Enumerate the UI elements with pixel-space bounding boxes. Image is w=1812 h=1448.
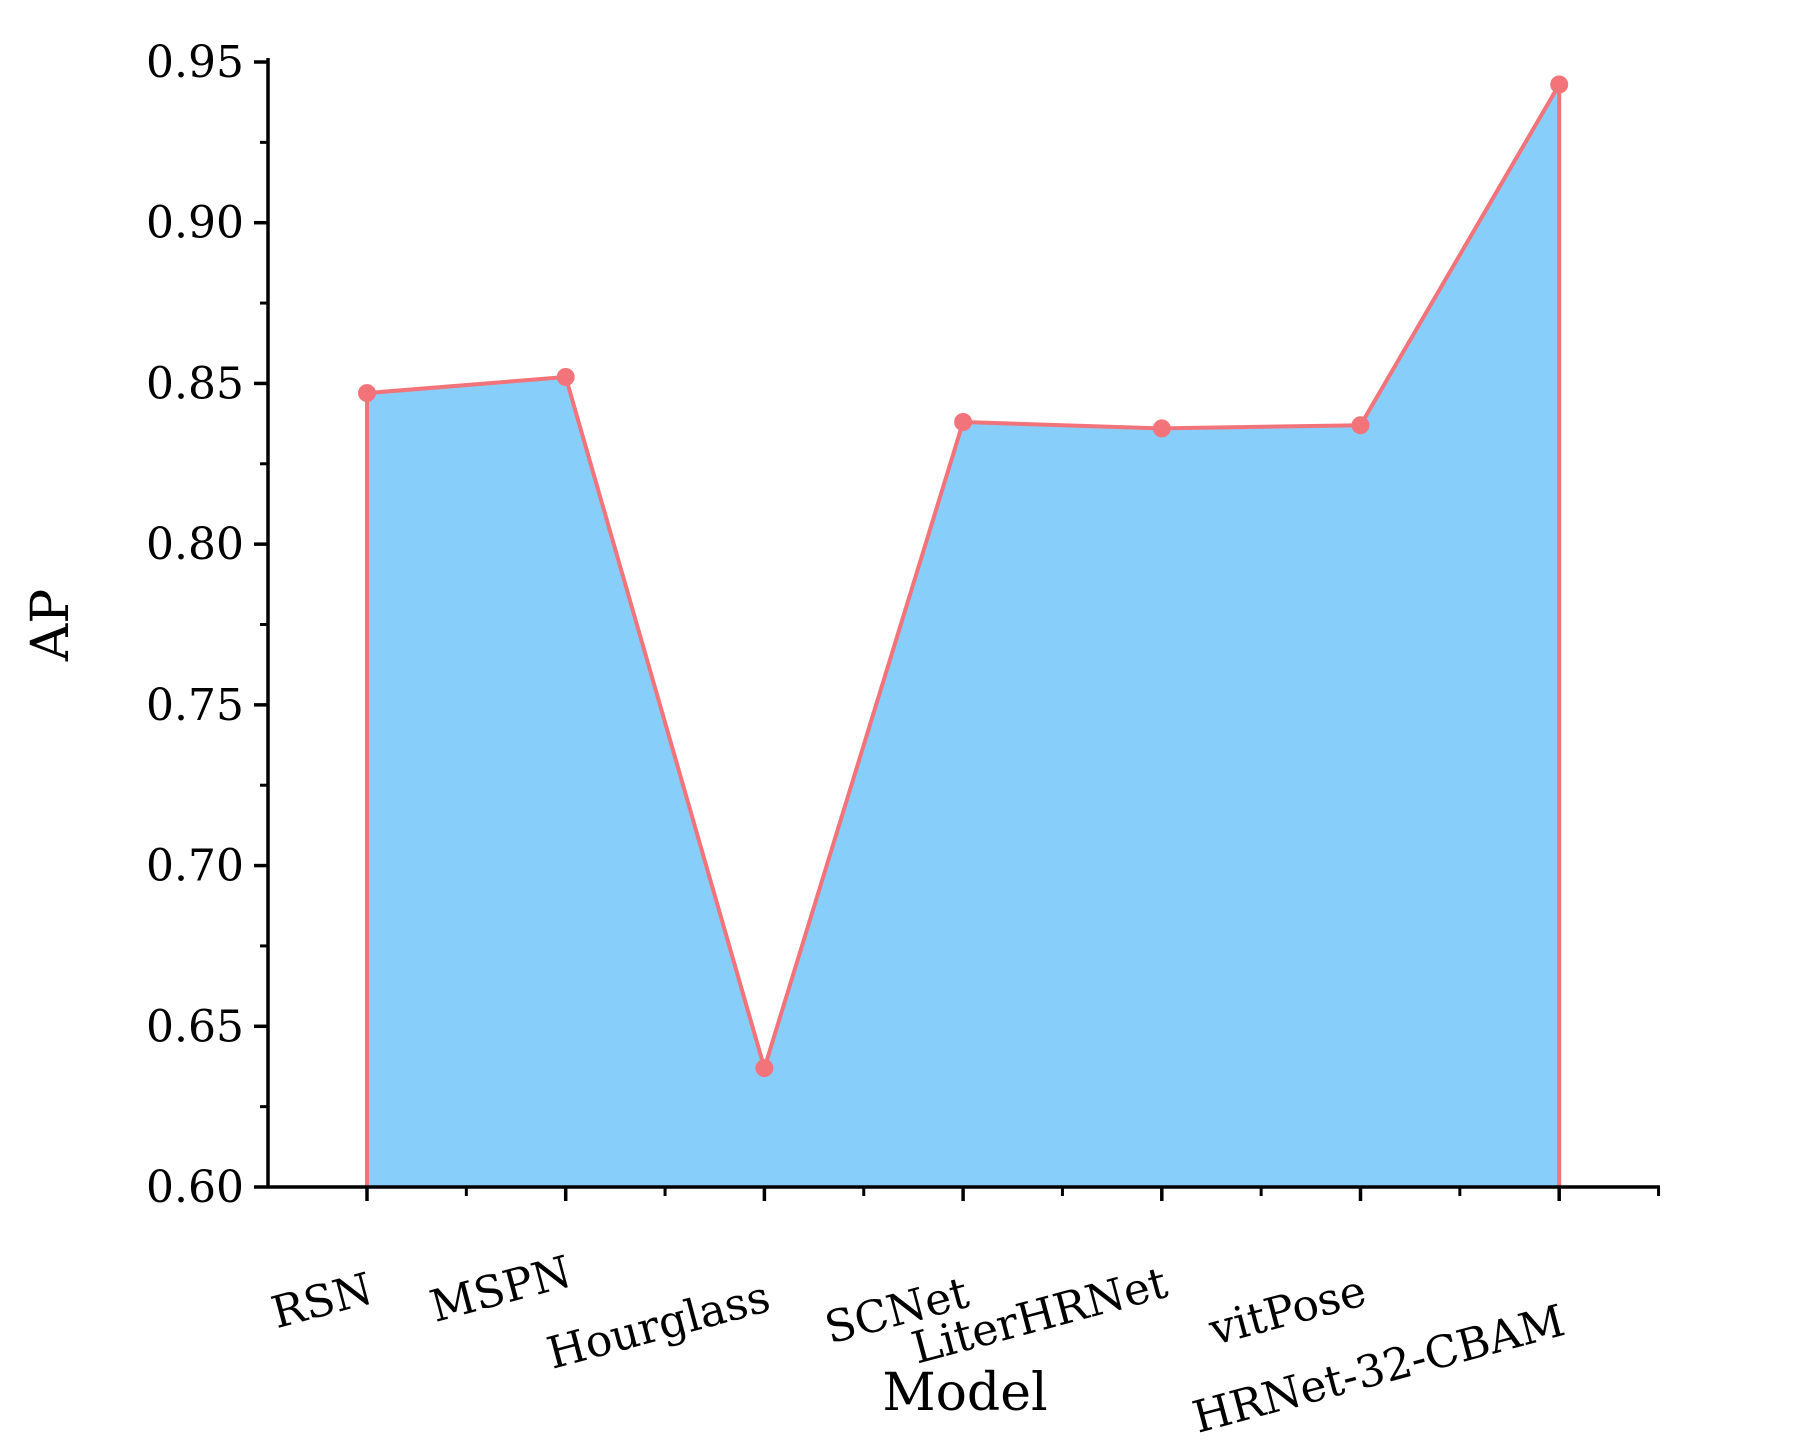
area-fill [367,84,1560,1187]
data-point-literhrnet [1152,419,1171,438]
data-point-rsn [358,384,376,403]
x-axis-title: Model [882,1363,1047,1423]
y-tick-label: 0.80 [146,519,244,570]
data-point-mspn [556,368,575,386]
data-point-hrnet-32-cbam [1550,75,1569,94]
x-tick-label-rsn: RSN [266,1263,378,1339]
y-tick-label: 0.95 [146,37,244,88]
axes-layer [254,58,1661,1201]
data-point-hourglass [755,1059,774,1078]
x-tick-label-hourglass: Hourglass [542,1271,775,1379]
data-points-layer [358,75,1569,1078]
data-point-vitpose [1351,416,1370,435]
data-point-scnet [954,413,973,431]
y-tick-label: 0.60 [146,1162,244,1213]
x-tick-label-vitpose: vitPose [1203,1265,1371,1356]
y-tick-labels: 0.60 0.65 0.70 0.75 0.80 0.85 0.90 0.95 [146,37,244,1213]
y-tick-label: 0.70 [146,841,244,892]
x-tick-label-mspn: MSPN [425,1246,577,1332]
edge-drop-lines [365,84,1562,1187]
y-tick-label: 0.90 [146,198,244,249]
y-tick-label: 0.65 [146,1001,244,1052]
y-tick-label: 0.85 [146,358,244,409]
y-axis-title: AP [21,589,81,663]
area-fill-layer [367,84,1560,1187]
y-tick-label: 0.75 [146,680,244,731]
